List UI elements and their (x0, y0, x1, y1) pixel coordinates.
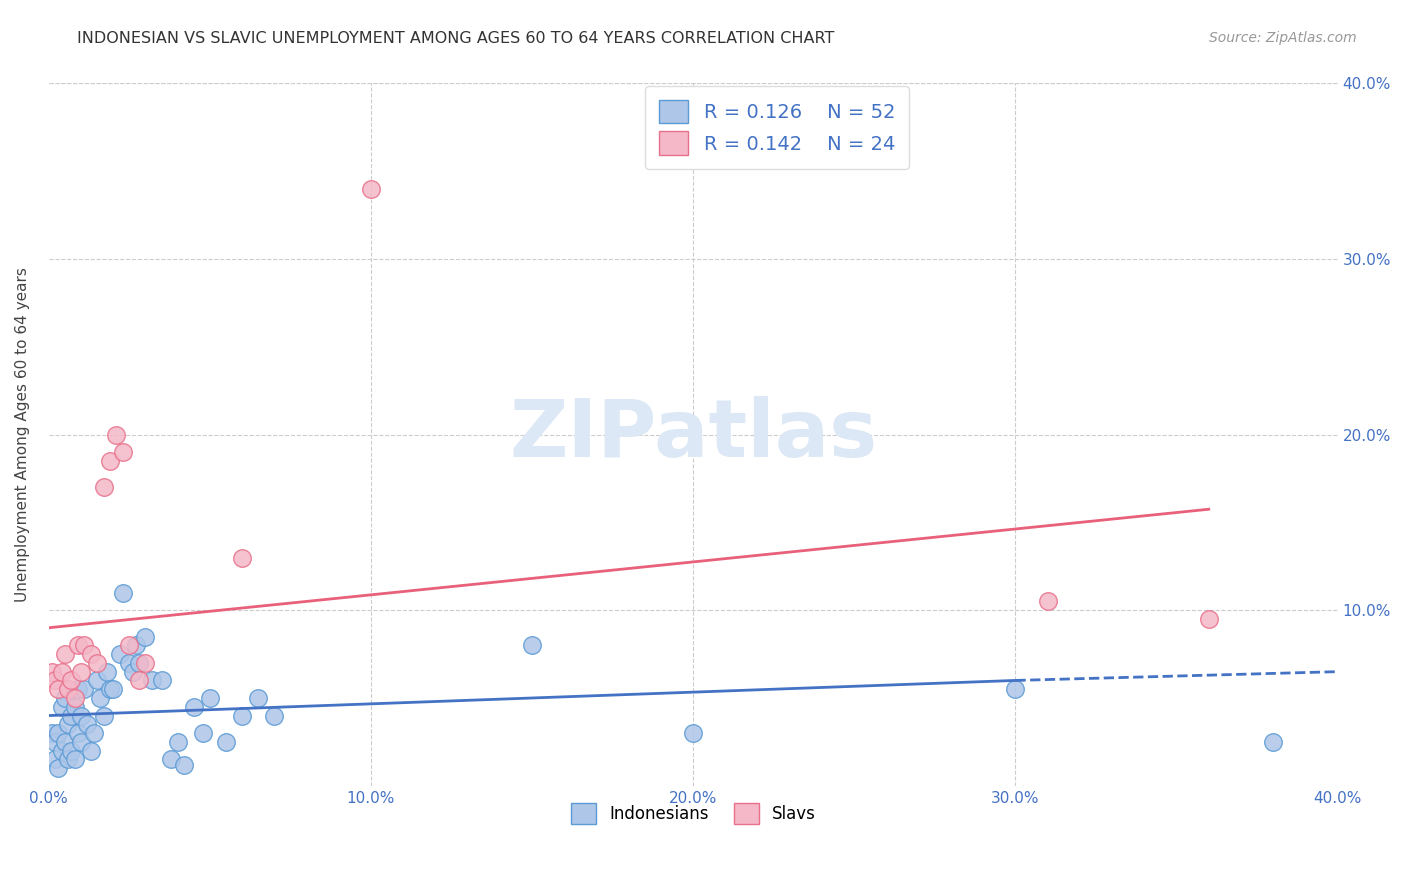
Point (215, 735, 238, 749)
Point (66, 682, 89, 697)
Point (160, 752, 183, 766)
Point (93, 480, 115, 494)
Point (79, 744, 101, 758)
Point (51, 665, 73, 679)
Point (128, 656, 150, 670)
Point (60, 744, 83, 758)
Point (44, 752, 66, 766)
Point (193, 726, 215, 740)
Point (53, 735, 76, 749)
Point (1263, 735, 1285, 749)
Point (44, 673, 66, 688)
Point (263, 708, 285, 723)
Point (66, 726, 89, 740)
Point (44, 735, 66, 749)
Point (173, 757, 195, 772)
Point (79, 647, 101, 661)
Point (141, 673, 163, 688)
Point (96, 665, 118, 679)
Point (73, 638, 96, 652)
Point (134, 656, 156, 670)
Point (73, 682, 96, 697)
Point (56, 752, 79, 766)
Point (1198, 612, 1220, 626)
Point (53, 647, 76, 661)
Point (86, 656, 108, 670)
Point (682, 726, 704, 740)
Point (56, 682, 79, 697)
Point (183, 699, 205, 714)
Point (56, 717, 79, 731)
Point (1036, 594, 1059, 608)
Point (121, 665, 143, 679)
Text: Source: ZipAtlas.com: Source: ZipAtlas.com (1209, 31, 1357, 45)
Point (108, 647, 131, 661)
Point (76, 717, 98, 731)
Point (48, 761, 70, 775)
Point (105, 427, 128, 442)
Point (70, 735, 93, 749)
Point (231, 550, 253, 565)
Point (41, 665, 63, 679)
Point (70, 665, 93, 679)
Point (128, 673, 150, 688)
Point (247, 691, 270, 706)
Point (51, 699, 73, 714)
Point (98, 454, 121, 468)
Point (111, 445, 134, 459)
Point (166, 735, 188, 749)
Point (60, 708, 83, 723)
Point (134, 630, 156, 644)
Point (53, 691, 76, 706)
Text: INDONESIAN VS SLAVIC UNEMPLOYMENT AMONG AGES 60 TO 64 YEARS CORRELATION CHART: INDONESIAN VS SLAVIC UNEMPLOYMENT AMONG … (77, 31, 835, 46)
Legend: Indonesians, Slavs: Indonesians, Slavs (561, 793, 825, 834)
Point (63, 699, 86, 714)
Point (63, 752, 86, 766)
Point (41, 726, 63, 740)
Point (125, 638, 148, 652)
Point (118, 638, 141, 652)
Point (98, 682, 121, 697)
Point (48, 726, 70, 740)
Point (63, 691, 86, 706)
Point (60, 673, 83, 688)
Point (86, 673, 108, 688)
Point (51, 744, 73, 758)
Point (198, 691, 221, 706)
Point (89, 691, 111, 706)
Point (70, 708, 93, 723)
Point (118, 656, 141, 670)
Point (83, 726, 105, 740)
Point (1004, 682, 1026, 697)
Point (66, 638, 89, 652)
Point (93, 708, 115, 723)
Point (111, 585, 134, 599)
Point (48, 682, 70, 697)
Text: ZIPatlas: ZIPatlas (509, 396, 877, 474)
Point (360, 182, 382, 196)
Point (103, 682, 125, 697)
Point (150, 673, 173, 688)
Point (231, 708, 253, 723)
Point (520, 638, 543, 652)
Y-axis label: Unemployment Among Ages 60 to 64 years: Unemployment Among Ages 60 to 64 years (15, 268, 30, 602)
